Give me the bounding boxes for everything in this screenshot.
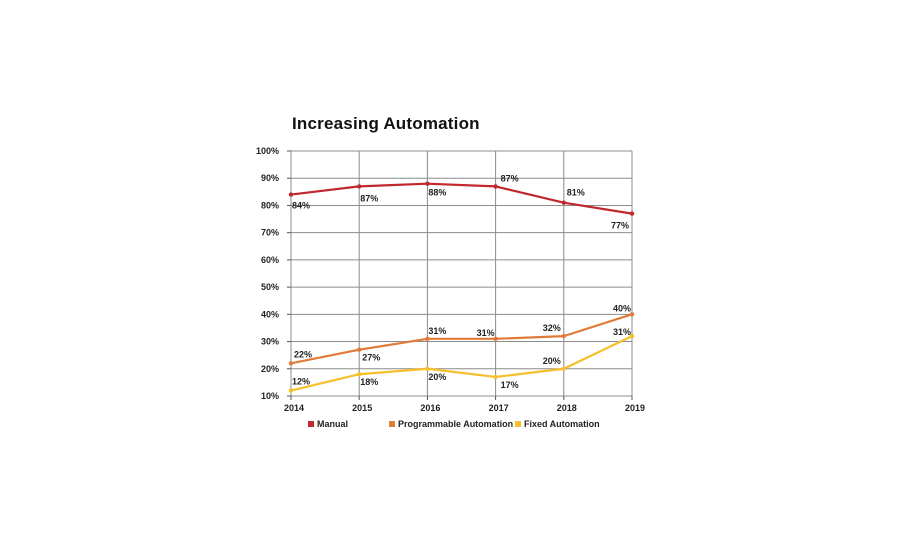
- y-tick-label: 70%: [261, 228, 279, 238]
- data-point: [357, 347, 362, 352]
- series-line-0: [290, 182, 633, 215]
- data-label: 77%: [611, 221, 629, 231]
- data-label: 17%: [501, 380, 519, 390]
- data-point: [288, 388, 294, 393]
- x-tick-label: 2016: [420, 403, 440, 413]
- data-point: [425, 336, 430, 342]
- y-tick-label: 90%: [261, 173, 279, 183]
- data-label: 12%: [292, 377, 310, 387]
- data-label: 87%: [501, 173, 519, 183]
- axis-ticks: 10% 20% 30% 40% 50% 60% 70% 80% 90% 100% 2014 2015 2…: [256, 146, 645, 413]
- data-point: [288, 361, 294, 366]
- y-tick-label: 10%: [261, 391, 279, 401]
- data-label: 20%: [543, 356, 561, 366]
- data-label: 88%: [428, 188, 446, 198]
- legend-label: Manual: [317, 419, 348, 429]
- data-label: 84%: [292, 201, 310, 211]
- grid-lines: [287, 150, 633, 400]
- data-point: [288, 192, 294, 197]
- y-tick-label: 40%: [261, 309, 279, 319]
- data-label: 87%: [360, 193, 378, 203]
- data-label: 31%: [428, 326, 446, 336]
- y-tick-label: 80%: [261, 200, 279, 210]
- data-label: 27%: [362, 353, 380, 363]
- y-tick-label: 20%: [261, 364, 279, 374]
- data-point: [425, 181, 430, 186]
- data-label: 40%: [613, 303, 631, 313]
- legend-label: Programmable Automation: [398, 419, 513, 429]
- legend-swatch: [389, 421, 395, 427]
- chart-title: Increasing Automation: [292, 114, 480, 133]
- data-point: [629, 211, 635, 216]
- series-line-2: [290, 335, 633, 392]
- series-lines: [288, 181, 635, 393]
- data-point: [357, 372, 362, 377]
- data-point: [357, 184, 362, 189]
- data-point: [629, 312, 635, 317]
- legend-swatch: [308, 421, 314, 427]
- y-tick-label: 100%: [256, 146, 279, 156]
- data-point: [561, 366, 566, 371]
- x-tick-label: 2017: [489, 403, 509, 413]
- data-point: [561, 200, 566, 205]
- series-line-1: [290, 313, 633, 365]
- data-point: [493, 184, 498, 189]
- data-label: 22%: [294, 349, 312, 359]
- x-tick-label: 2015: [352, 403, 372, 413]
- data-point: [493, 374, 498, 380]
- x-tick-label: 2019: [625, 403, 645, 413]
- y-tick-label: 30%: [261, 337, 279, 347]
- y-tick-label: 50%: [261, 282, 279, 292]
- legend: Manual Programmable Automation Fixed Autom…: [308, 419, 600, 429]
- y-tick-label: 60%: [261, 255, 279, 265]
- x-tick-label: 2014: [284, 403, 304, 413]
- data-label: 31%: [613, 327, 631, 337]
- x-tick-label: 2018: [557, 403, 577, 413]
- data-label: 31%: [477, 328, 495, 338]
- data-point: [493, 336, 498, 342]
- data-point: [561, 333, 566, 339]
- data-label: 18%: [360, 377, 378, 387]
- legend-label: Fixed Automation: [524, 419, 600, 429]
- data-labels: 84% 87% 88% 87% 81% 77% 22% 27% 31% 31% 32% 40% 12% 1…: [292, 173, 631, 390]
- data-point: [425, 366, 430, 371]
- legend-swatch: [515, 421, 521, 427]
- data-label: 32%: [543, 323, 561, 333]
- data-label: 81%: [567, 188, 585, 198]
- data-point: [629, 333, 635, 339]
- data-label: 20%: [428, 372, 446, 382]
